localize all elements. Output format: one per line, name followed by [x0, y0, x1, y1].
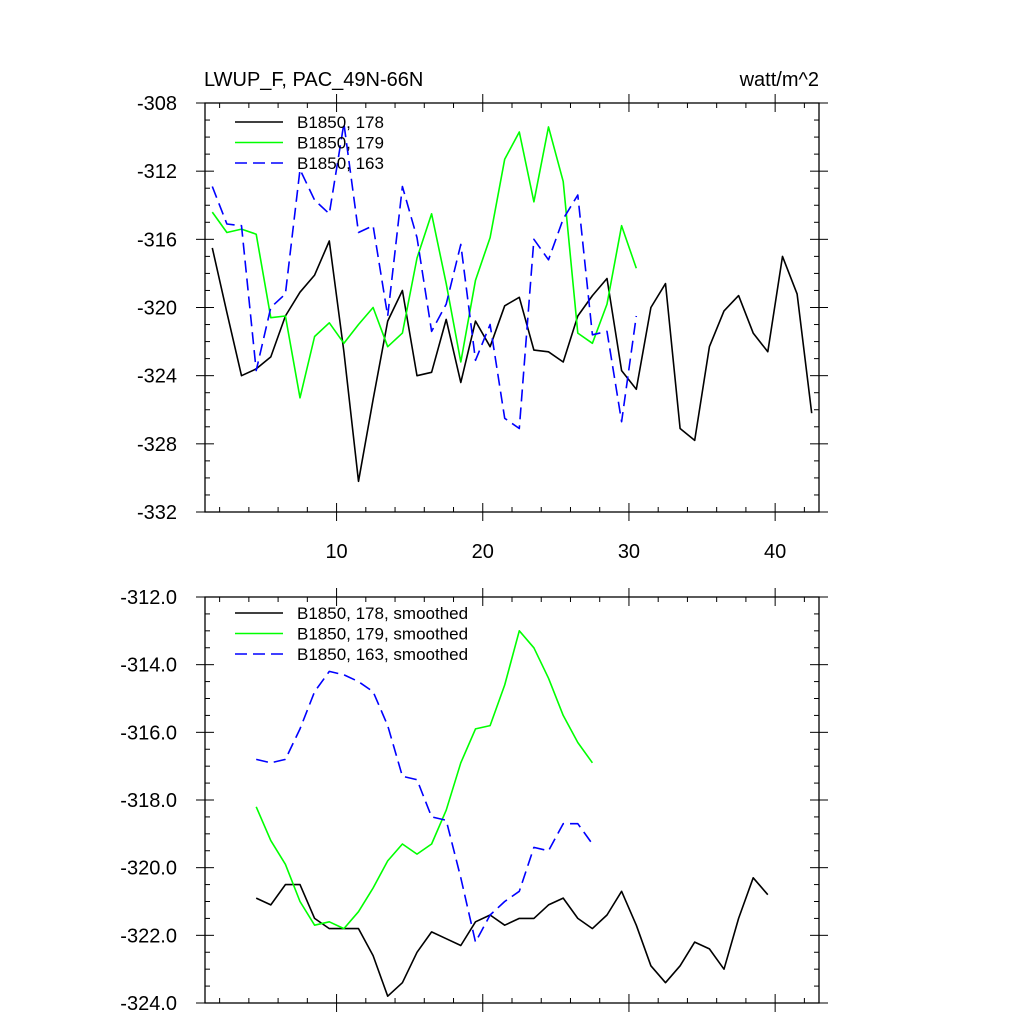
y-tick-label: -320 — [137, 298, 177, 320]
y-tick-label: -328 — [137, 434, 177, 456]
legend-label: B1850, 178 — [297, 113, 384, 132]
y-tick-label: -316.0 — [120, 722, 177, 744]
y-tick-label: -312 — [137, 161, 177, 183]
x-tick-label: 10 — [325, 541, 347, 563]
x-tick-label: 20 — [472, 541, 494, 563]
top-ticks: 10 20 30 40 -332 -328 -324 -320 -316 -312 -308 — [137, 93, 828, 563]
y-tick-label: -314.0 — [120, 655, 177, 677]
bottom-ticks: -324.0 -322.0 -320.0 -318.0 -316.0 -314.0 -312… — [120, 587, 828, 1015]
y-tick-label: -320.0 — [120, 858, 177, 880]
series-line-1 — [211, 240, 813, 483]
series-line-1 — [255, 876, 769, 998]
bottom-panel: -324.0 -322.0 -320.0 -318.0 -316.0 -314.0 -312… — [120, 587, 828, 1015]
y-tick-label: -318.0 — [120, 790, 177, 812]
legend-label: B1850, 163, smoothed — [297, 645, 468, 664]
top-panel: LWUP_F, PAC_49N-66N watt/m^2 10 20 30 40 -33… — [137, 69, 828, 563]
y-tick-label: -322.0 — [120, 925, 177, 947]
chart-title: LWUP_F, PAC_49N-66N — [204, 69, 423, 91]
bottom-legend: B1850, 178, smoothed B1850, 179, smoothed… — [235, 604, 468, 664]
units-label: watt/m^2 — [739, 69, 819, 91]
x-tick-label: 30 — [618, 541, 640, 563]
series-line-3 — [256, 670, 594, 943]
y-tick-label: -324 — [137, 366, 177, 388]
top-series-group — [211, 122, 813, 483]
legend-label: B1850, 179 — [297, 134, 384, 153]
legend-label: B1850, 163 — [297, 154, 384, 173]
y-tick-label: -312.0 — [120, 587, 177, 609]
y-tick-label: -332 — [137, 502, 177, 524]
series-line-3 — [211, 122, 638, 430]
y-tick-label: -308 — [137, 93, 177, 115]
y-tick-label: -316 — [137, 229, 177, 251]
legend-label: B1850, 178, smoothed — [297, 604, 468, 623]
series-line-2 — [211, 126, 638, 399]
x-tick-label: 40 — [764, 541, 786, 563]
legend-label: B1850, 179, smoothed — [297, 625, 468, 644]
y-tick-label: -324.0 — [120, 993, 177, 1015]
series-line-2 — [255, 629, 594, 930]
bottom-series-group — [255, 629, 769, 998]
